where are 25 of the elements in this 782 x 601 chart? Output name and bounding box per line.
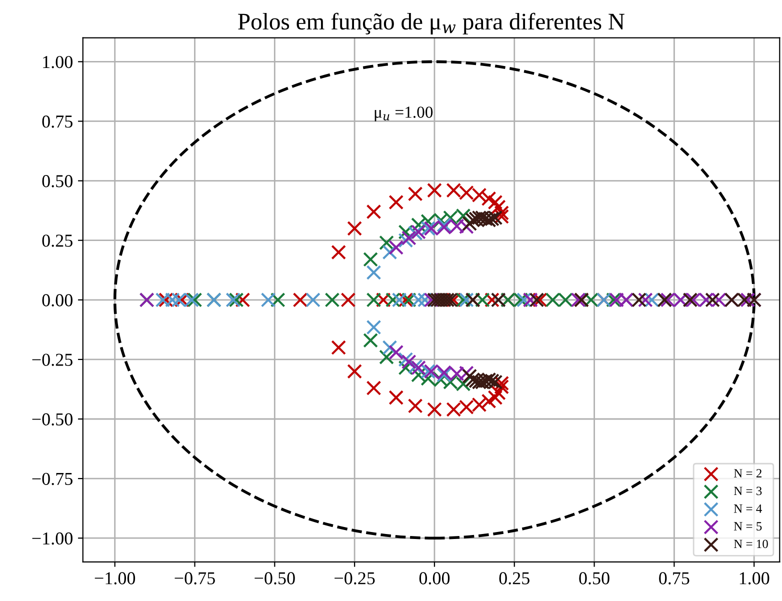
y-tick-label: −0.75 [32, 472, 72, 486]
y-tick-label: 0.25 [42, 234, 72, 247]
x-tick-label: −1.00 [94, 572, 136, 584]
y-tick-label: 0.75 [42, 115, 72, 128]
x-tick-label: 0.00 [419, 572, 450, 584]
x-tick-label: 1.00 [740, 572, 770, 584]
y-tick-label: 0.00 [42, 294, 72, 306]
y-tick-label: 0.50 [42, 175, 72, 188]
legend-label: N = 2 [734, 469, 762, 478]
legend-label: N = 4 [734, 504, 762, 513]
chart-title: Polos em função de μ$_{w}$ para diferentes N [238, 12, 624, 34]
x-tick-label: 0.75 [659, 572, 690, 584]
x-tick-label: −0.25 [334, 572, 375, 584]
y-tick-label: 1.00 [43, 56, 72, 68]
legend-label: N = 3 [734, 486, 762, 496]
y-tick-label: −0.50 [32, 413, 72, 426]
legend-label: N = 5 [734, 522, 762, 530]
annotation: μ$_{u}$ =1.00 [374, 106, 433, 122]
x-tick-label: −0.75 [174, 572, 215, 584]
x-tick-label: 0.50 [579, 572, 610, 584]
y-tick-label: −1.00 [32, 532, 72, 545]
x-tick-label: −0.50 [254, 572, 295, 584]
legend-label: N = 10 [734, 540, 768, 548]
x-tick-label: 0.25 [499, 572, 530, 584]
y-tick-label: −0.25 [32, 354, 72, 366]
